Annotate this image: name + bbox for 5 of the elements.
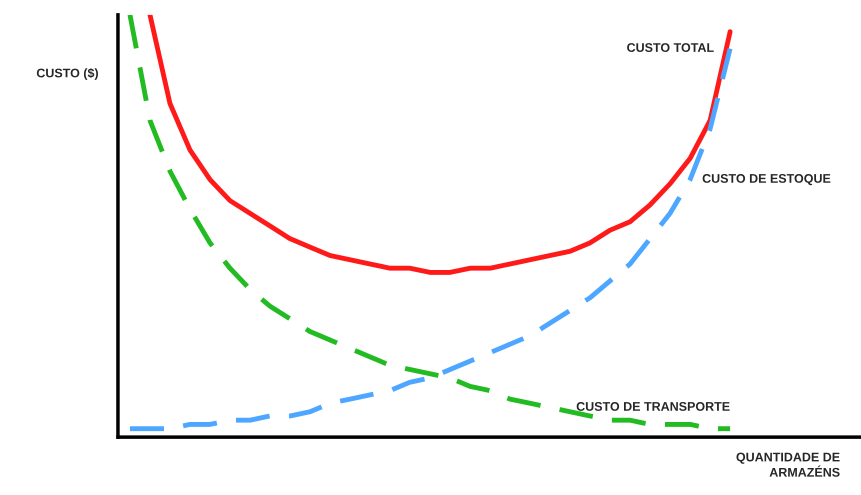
series-label: CUSTO DE TRANSPORTE	[576, 402, 730, 411]
y-axis-title: CUSTO ($)	[36, 68, 98, 80]
series-label: CUSTO DE ESTOQUE	[702, 174, 830, 186]
series-label: CUSTO TOTAL	[627, 43, 714, 52]
x-axis-title: QUANTIDADE DE ARMAZÉNS	[736, 452, 840, 477]
